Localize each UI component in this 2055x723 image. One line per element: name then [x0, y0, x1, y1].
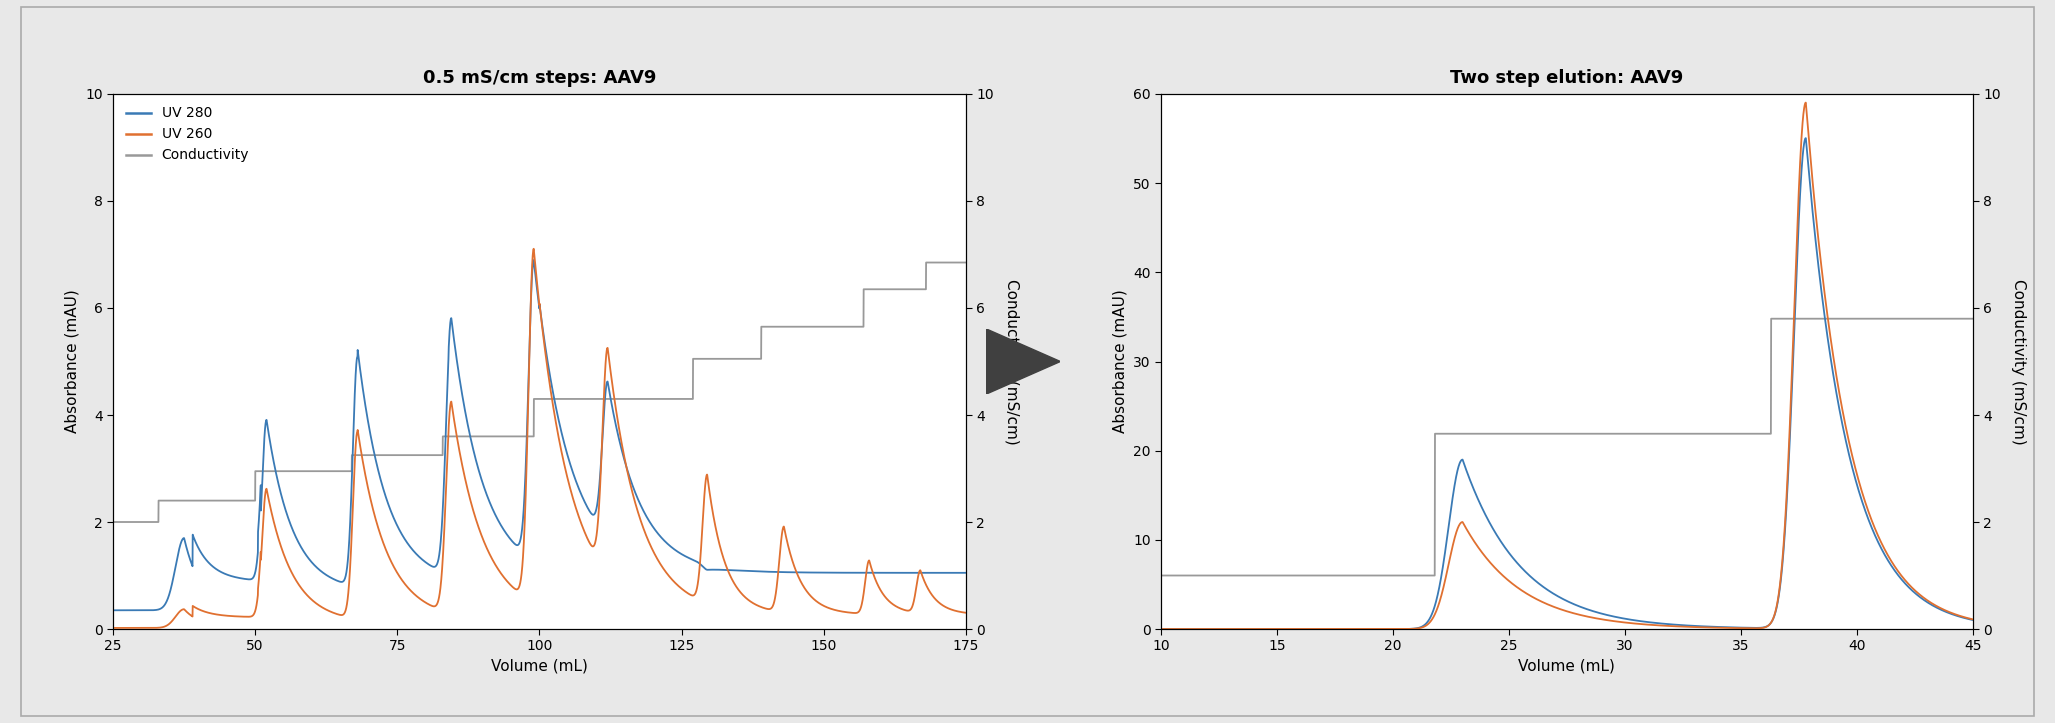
Y-axis label: Conductivity (mS/cm): Conductivity (mS/cm): [1005, 278, 1019, 445]
Title: Two step elution: AAV9: Two step elution: AAV9: [1451, 69, 1683, 87]
Y-axis label: Absorbance (mAU): Absorbance (mAU): [1112, 290, 1128, 433]
Legend: UV 280, UV 260, Conductivity: UV 280, UV 260, Conductivity: [119, 101, 255, 168]
Y-axis label: Conductivity (mS/cm): Conductivity (mS/cm): [2012, 278, 2026, 445]
Y-axis label: Absorbance (mAU): Absorbance (mAU): [64, 290, 80, 433]
X-axis label: Volume (mL): Volume (mL): [1519, 659, 1615, 674]
X-axis label: Volume (mL): Volume (mL): [491, 659, 588, 674]
Polygon shape: [986, 329, 1060, 394]
Title: 0.5 mS/cm steps: AAV9: 0.5 mS/cm steps: AAV9: [423, 69, 656, 87]
